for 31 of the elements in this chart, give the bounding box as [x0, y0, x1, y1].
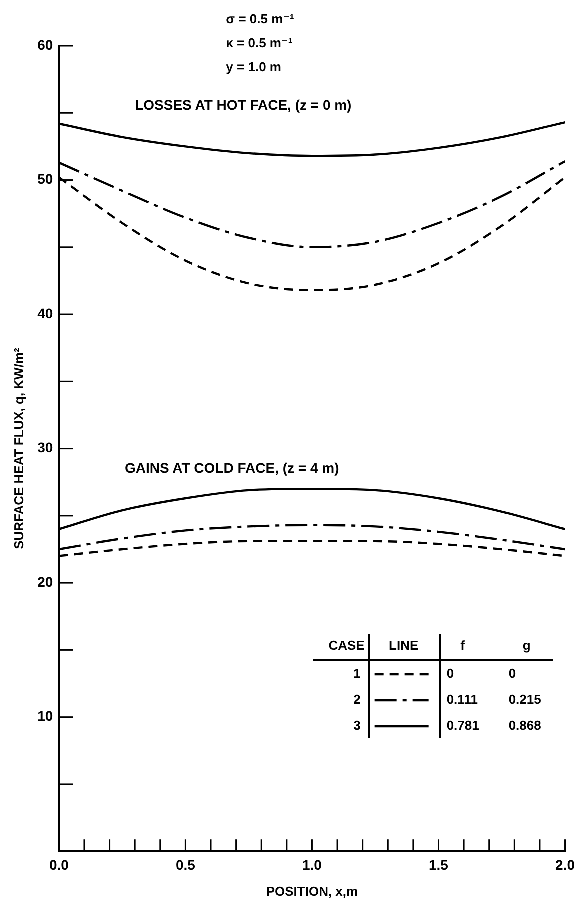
annotation: 0.111	[446, 692, 478, 708]
y-tick-label: 30	[38, 440, 54, 456]
x-tick-label: 2.0	[556, 856, 576, 873]
annotation: CASE	[328, 638, 366, 653]
annotation: LOSSES AT HOT FACE, (z = 0 m)	[135, 96, 352, 113]
y-tick-label: 10	[38, 708, 54, 724]
x-tick-label: 1.0	[302, 856, 322, 873]
annotation: 0.215	[508, 692, 542, 708]
y-tick-label: 20	[38, 574, 54, 590]
annotation: 0	[508, 666, 516, 682]
annotation: f	[460, 638, 466, 653]
annotation: 0.868	[508, 718, 542, 734]
legend-label: 2	[354, 692, 361, 708]
y-tick-label: 40	[38, 305, 54, 322]
y-axis-title: SURFACE HEAT FLUX, q, KW/m²	[11, 348, 26, 550]
annotation: 0.781	[446, 718, 480, 734]
legend-label: 1	[354, 666, 361, 682]
annotation: κ = 0.5 m⁻¹	[226, 36, 293, 51]
legend-label: 3	[354, 718, 361, 734]
annotation: g	[522, 638, 531, 653]
x-tick-label: 0.5	[176, 856, 196, 873]
annotation: y = 1.0 m	[226, 60, 282, 75]
annotation: LINE	[389, 638, 419, 653]
x-tick-label: 0.0	[49, 856, 70, 873]
x-tick-label: 1.5	[429, 856, 449, 873]
annotation: GAINS AT COLD FACE, (z = 4 m)	[124, 460, 340, 476]
x-axis-title: POSITION, x,m	[266, 884, 358, 899]
annotation: 0	[446, 666, 454, 682]
text: σ = 0.5 m⁻¹	[226, 12, 294, 27]
y-tick-label: 50	[38, 171, 54, 188]
y-tick-label: 60	[38, 36, 54, 53]
